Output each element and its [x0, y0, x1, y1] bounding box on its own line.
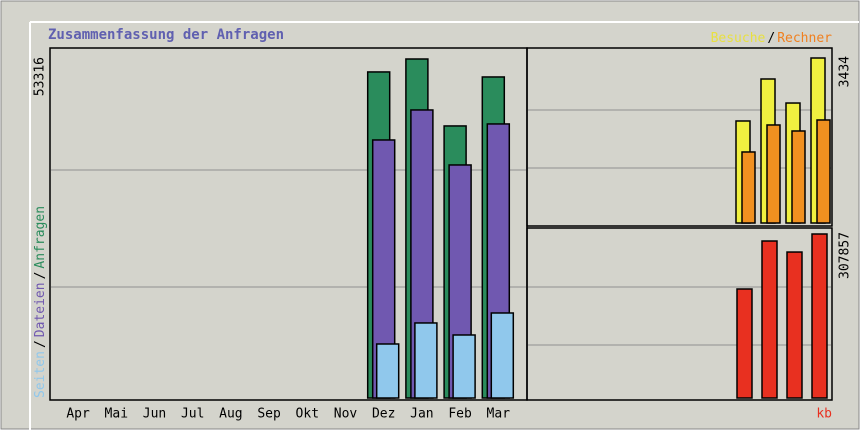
y-tick-label: 3434 [838, 56, 853, 87]
x-tick-label: Apr [66, 407, 90, 422]
legend-entry: Rechner [777, 31, 832, 46]
bar [452, 334, 476, 399]
bar [766, 124, 781, 224]
bar [811, 233, 828, 399]
legend-separator: / [33, 340, 48, 348]
legend-entry: Seiten [33, 351, 48, 398]
legend: Besuche / Rechner [711, 31, 833, 46]
x-tick-label: Jul [181, 407, 204, 422]
bar [791, 130, 806, 224]
legend-entry: Anfragen [33, 206, 48, 269]
legend-separator: / [767, 31, 775, 46]
y-tick-label: 307857 [838, 232, 853, 279]
plot-frame [526, 47, 833, 227]
legend-entry: Besuche [711, 31, 766, 46]
x-tick-label: Feb [448, 407, 472, 422]
bar [736, 288, 753, 399]
y-tick-label: 53316 [33, 57, 48, 96]
x-tick-label: Aug [219, 407, 242, 422]
x-tick-label: Jun [143, 407, 166, 422]
x-tick-label: Dez [372, 407, 395, 422]
legend-entry: kb [816, 407, 832, 422]
y-axis-label: Seiten / Dateien / Anfragen [33, 206, 48, 398]
bar [741, 151, 756, 224]
bar [816, 119, 831, 224]
bar [761, 240, 778, 399]
x-tick-label: Jan [410, 407, 433, 422]
chart-title: Zusammenfassung der Anfragen [48, 27, 284, 43]
x-tick-label: Nov [334, 407, 358, 422]
bar [490, 312, 515, 399]
legend-separator: / [33, 272, 48, 280]
x-tick-label: Mar [487, 407, 511, 422]
plot-frame [526, 227, 833, 401]
bar [786, 251, 803, 399]
x-tick-label: Mai [105, 407, 128, 422]
x-tick-label: Sep [257, 407, 281, 422]
legend-entry: Dateien [33, 282, 48, 337]
bar [375, 343, 400, 399]
bar [414, 322, 438, 399]
x-tick-label: Okt [296, 407, 319, 422]
